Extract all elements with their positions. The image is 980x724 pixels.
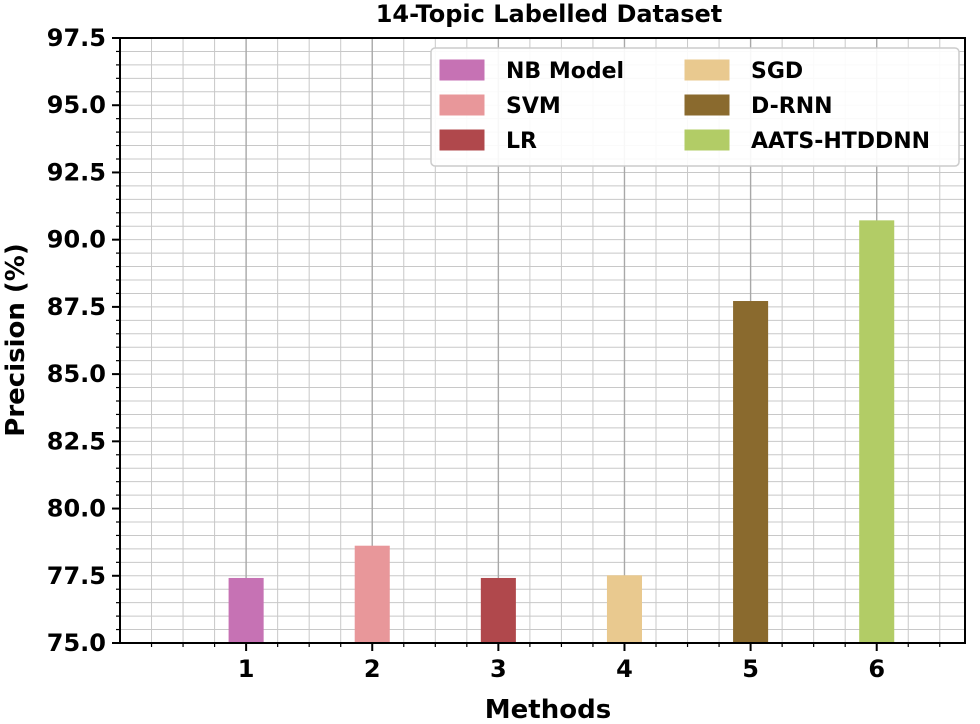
y-tick-label: 77.5: [47, 562, 106, 590]
bars: [228, 220, 895, 644]
x-tick-label: 5: [742, 655, 759, 683]
x-tick-label: 6: [868, 655, 885, 683]
y-tick-label: 75.0: [47, 629, 106, 657]
legend: NB Model SVM LR SGD D-RNN AATS-HTDDNN: [430, 47, 960, 167]
y-tick-label: 85.0: [47, 360, 106, 388]
x-tick-label: 3: [490, 655, 507, 683]
y-tick-label: 87.5: [47, 293, 106, 321]
y-tick-label: 82.5: [47, 427, 106, 455]
legend-label: AATS-HTDDNN: [751, 129, 930, 154]
bar-lr: [480, 577, 516, 644]
y-tick-label: 97.5: [47, 24, 106, 52]
legend-swatch: [439, 94, 485, 116]
legend-swatch: [684, 94, 730, 116]
legend-swatch: [684, 59, 730, 81]
legend-swatch: [439, 129, 485, 151]
axis-ticks: 75.0 77.5 80.0 82.5 85.0 87.5 90.0 92.5 95.0 97.5…: [47, 24, 941, 683]
x-tick-label: 1: [238, 655, 255, 683]
chart-title: 14-Topic Labelled Dataset: [376, 0, 723, 28]
y-tick-label: 80.0: [47, 495, 106, 523]
legend-label: NB Model: [506, 59, 624, 84]
bar-svm: [354, 545, 390, 644]
x-tick-label: 2: [364, 655, 381, 683]
bar-aats-htddnn: [859, 220, 895, 644]
legend-label: D-RNN: [751, 94, 833, 119]
legend-label: SGD: [751, 59, 803, 84]
legend-swatch: [684, 129, 730, 151]
bar-sgd: [606, 575, 643, 644]
x-axis-label: Methods: [485, 695, 611, 724]
y-axis-label: Precision (%): [1, 243, 31, 436]
x-tick-label: 4: [616, 655, 633, 683]
y-tick-label: 95.0: [47, 91, 106, 119]
bar-nb-model: [228, 577, 264, 644]
legend-label: SVM: [506, 94, 561, 119]
plot-frame: [119, 37, 966, 644]
y-tick-label: 92.5: [47, 158, 106, 186]
legend-label: LR: [506, 129, 537, 154]
bar-d-rnn: [733, 301, 769, 644]
legend-swatch: [439, 59, 485, 81]
y-tick-label: 90.0: [47, 226, 106, 254]
legend-items: NB Model SVM LR SGD D-RNN AATS-HTDDNN: [439, 59, 930, 154]
